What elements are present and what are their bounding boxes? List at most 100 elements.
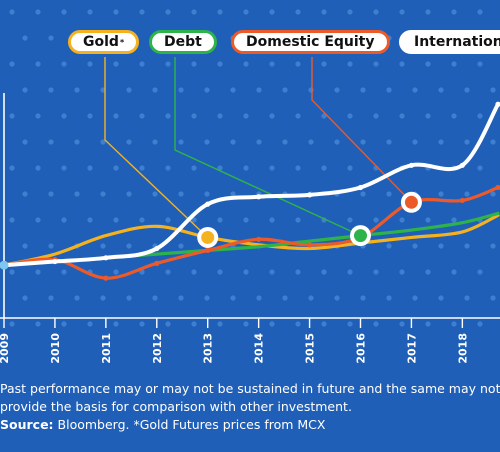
data-point-international	[306, 192, 313, 198]
background-dot	[425, 9, 431, 15]
background-dot	[373, 217, 379, 223]
data-point-international	[495, 101, 500, 107]
series-line-gold	[2, 213, 500, 267]
legend-gold: Gold *	[68, 30, 140, 54]
background-dot	[165, 217, 171, 223]
background-dot	[191, 165, 197, 171]
background-dot	[87, 61, 93, 67]
background-dot	[113, 217, 119, 223]
source-label: Source:	[0, 417, 54, 432]
background-dot	[9, 165, 15, 171]
x-tick-label: 2012	[151, 333, 164, 364]
background-dot	[269, 165, 275, 171]
background-dot	[399, 217, 405, 223]
background-dot	[191, 113, 197, 119]
legend-domestic-equity-label: Domestic Equity	[246, 34, 375, 50]
data-point-international	[154, 245, 160, 252]
background-dot	[451, 61, 457, 67]
data-point-international	[103, 255, 109, 261]
background-dot	[22, 191, 28, 197]
data-point-domestic-equity	[306, 242, 313, 248]
background-dot	[204, 139, 210, 145]
background-dot	[191, 217, 197, 223]
x-tick-label: 2009	[0, 333, 11, 364]
background-dot	[256, 295, 262, 301]
background-dot	[269, 217, 275, 223]
leader-line-debt	[174, 57, 361, 237]
background-dot	[347, 61, 353, 67]
background-dot	[347, 269, 353, 275]
legend-domestic-equity: Domestic Equity	[231, 30, 390, 54]
data-point-domestic-equity	[205, 247, 211, 253]
background-dot	[399, 9, 405, 15]
background-dot	[230, 87, 236, 93]
background-dot	[35, 113, 41, 119]
background-dot	[243, 321, 249, 327]
background-dot	[386, 139, 392, 145]
background-dot	[477, 9, 483, 15]
background-dot	[477, 61, 483, 67]
background-dot	[35, 321, 41, 327]
background-dot	[347, 9, 353, 15]
background-dot	[451, 113, 457, 119]
background-dot	[477, 269, 483, 275]
background-dot	[178, 87, 184, 93]
background-dot	[256, 139, 262, 145]
background-dot	[126, 139, 132, 145]
background-dot	[9, 217, 15, 223]
background-dot	[22, 35, 28, 41]
legend-gold-asterisk: *	[119, 37, 125, 47]
background-dot	[321, 269, 327, 275]
background-dot	[113, 9, 119, 15]
background-dot	[399, 61, 405, 67]
background-dot	[373, 321, 379, 327]
x-tick-labels: 2009 2010 2011 2012 2013 2014 2015 2016 2017 2018	[0, 333, 469, 364]
background-dot	[321, 61, 327, 67]
background-dot	[477, 113, 483, 119]
background-dot	[347, 113, 353, 119]
background-dot	[74, 295, 80, 301]
background-dot	[178, 295, 184, 301]
background-dot	[139, 9, 145, 15]
background-dot	[334, 139, 340, 145]
background-dot	[321, 113, 327, 119]
x-tick-label: 2017	[405, 333, 418, 364]
background-dot	[87, 217, 93, 223]
background-dot	[243, 165, 249, 171]
source-text: Bloomberg. *Gold Futures prices from MCX	[53, 417, 326, 432]
background-dot	[217, 217, 223, 223]
background-dot	[451, 217, 457, 223]
background-dot	[243, 9, 249, 15]
data-point-domestic-equity	[103, 275, 109, 281]
background-dot	[9, 113, 15, 119]
background-dot	[490, 87, 496, 93]
background-dot	[334, 295, 340, 301]
background-dot	[35, 269, 41, 275]
background-dot	[165, 113, 171, 119]
background-dot	[399, 269, 405, 275]
background-dot	[165, 61, 171, 67]
background-dot	[360, 295, 366, 301]
background-dot	[61, 217, 67, 223]
highlight-point-gold	[201, 230, 215, 244]
source-note: Source: Bloomberg. *Gold Futures prices …	[0, 417, 325, 432]
background-dot	[269, 321, 275, 327]
highlight-point-domestic-equity	[404, 195, 418, 209]
background-dot	[113, 165, 119, 171]
x-tick-label: 2011	[100, 333, 113, 364]
data-point-domestic-equity	[154, 260, 160, 266]
background-dot	[178, 243, 184, 249]
background-dot	[48, 35, 54, 41]
leader-line-domestic-equity	[311, 57, 412, 203]
data-point-international	[459, 162, 465, 168]
background-dot	[412, 295, 418, 301]
background-dot	[126, 295, 132, 301]
background-dot	[100, 295, 106, 301]
leader-lines	[104, 57, 412, 238]
data-point-domestic-equity	[256, 236, 262, 242]
background-dot	[113, 113, 119, 119]
background-dot	[438, 295, 444, 301]
background-dot	[48, 243, 54, 249]
x-tick-label: 2010	[49, 333, 62, 364]
series-lines	[1, 101, 500, 281]
